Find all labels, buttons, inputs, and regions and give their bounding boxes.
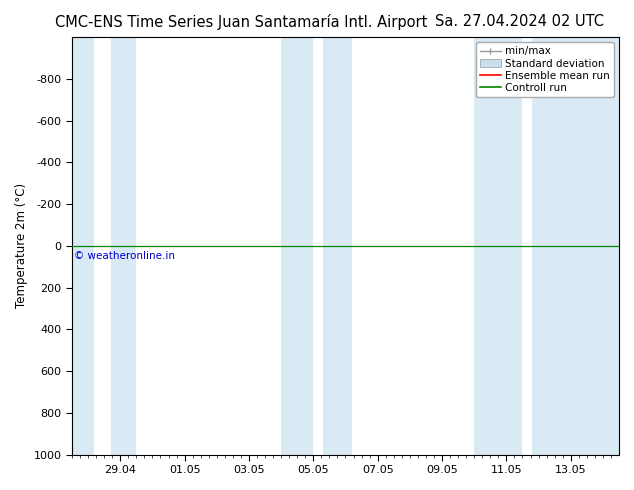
- Bar: [72, 37, 94, 455]
- Legend: min/max, Standard deviation, Ensemble mean run, Controll run: min/max, Standard deviation, Ensemble me…: [476, 42, 614, 97]
- Bar: [110, 37, 136, 455]
- Text: CMC-ENS Time Series Juan Santamaría Intl. Airport: CMC-ENS Time Series Juan Santamaría Intl…: [55, 14, 427, 30]
- Text: Sa. 27.04.2024 02 UTC: Sa. 27.04.2024 02 UTC: [436, 14, 604, 29]
- Bar: [532, 37, 619, 455]
- Y-axis label: Temperature 2m (°C): Temperature 2m (°C): [15, 183, 28, 308]
- Bar: [474, 37, 522, 455]
- Bar: [281, 37, 313, 455]
- Bar: [323, 37, 352, 455]
- Text: © weatheronline.in: © weatheronline.in: [74, 251, 174, 261]
